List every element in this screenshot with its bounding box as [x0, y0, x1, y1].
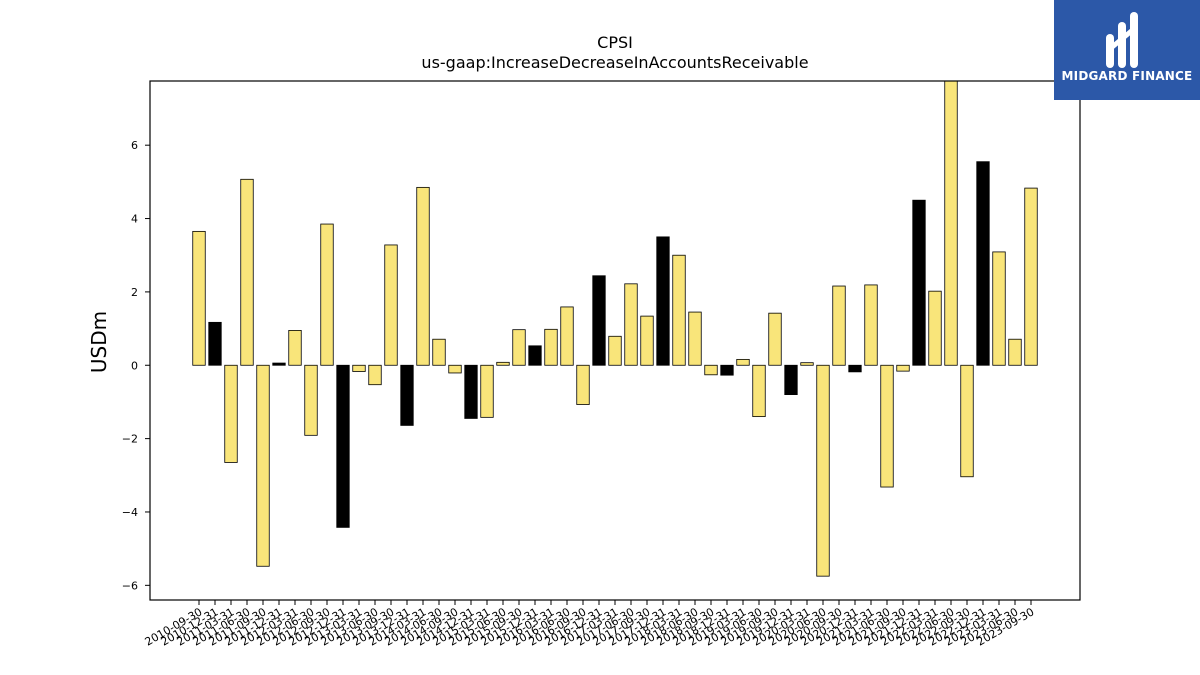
bars-group: [192, 80, 1038, 577]
bar-2017-12-31: [656, 236, 670, 366]
bar-2014-09-30: [448, 364, 462, 374]
bar-2020-06-30: [816, 364, 830, 577]
bar-2022-12-31: [976, 161, 990, 366]
bar-2019-12-31: [784, 364, 798, 396]
bar-2021-06-30: [880, 364, 894, 488]
bar-2010-12-31: [208, 321, 222, 366]
bar-2016-12-31: [592, 275, 606, 366]
chart-subtitle: us-gaap:IncreaseDecreaseInAccountsReceiv…: [421, 53, 808, 72]
bar-2015-06-30: [496, 361, 510, 366]
bar-2012-12-31: [336, 364, 350, 528]
bar-2019-09-30: [768, 312, 782, 366]
bar-2018-03-31: [672, 254, 686, 366]
bar-2012-06-30: [304, 364, 318, 436]
y-tick-label: −6: [122, 579, 138, 592]
plot-frame: [149, 80, 1081, 601]
bar-2017-06-30: [624, 283, 638, 366]
bar-2022-06-30: [944, 80, 958, 366]
bar-2014-06-30: [432, 338, 446, 366]
bar-2021-12-31: [912, 199, 926, 366]
bar-2019-03-31: [736, 358, 750, 366]
bar-2020-12-31: [848, 364, 862, 373]
bar-2017-09-30: [640, 315, 654, 366]
bar-2011-03-31: [224, 364, 238, 463]
bar-2018-09-30: [704, 364, 718, 376]
y-tick-label: 2: [131, 286, 138, 299]
bar-2011-06-30: [240, 178, 254, 366]
bar-2017-03-31: [608, 335, 622, 366]
bar-2023-06-30: [1008, 338, 1022, 366]
bar-2023-03-31: [992, 251, 1006, 366]
y-tick-label: 0: [131, 359, 138, 372]
bar-2013-09-30: [384, 244, 398, 366]
bar-2014-03-31: [416, 186, 430, 366]
bar-2010-09-30: [192, 230, 206, 366]
bar-2012-09-30: [320, 223, 334, 366]
bar-2013-03-31: [352, 364, 366, 372]
bar-2015-12-31: [528, 345, 542, 366]
bar-2015-09-30: [512, 329, 526, 366]
bar-2016-06-30: [560, 306, 574, 366]
bar-2023-09-30: [1024, 187, 1038, 366]
y-axis-label: USDm: [87, 311, 111, 373]
bar-2016-09-30: [576, 364, 590, 405]
bar-2015-03-31: [480, 364, 494, 418]
brand-logo: MIDGARD FINANCE: [1054, 0, 1200, 100]
bar-2013-06-30: [368, 364, 382, 386]
bar-2013-12-31: [400, 364, 414, 426]
y-tick-label: −4: [122, 506, 138, 519]
bar-2018-06-30: [688, 311, 702, 366]
y-ticks-group: −6 −4 −2 0 2 4 6: [122, 139, 150, 592]
bar-2018-12-31: [720, 364, 734, 376]
x-ticks-group: 2010-09-302010-12-312011-03-312011-06-30…: [143, 600, 1037, 649]
y-tick-label: 4: [131, 213, 138, 226]
bar-2011-12-31: [272, 362, 286, 366]
bar-2022-03-31: [928, 290, 942, 366]
bar-2012-03-31: [288, 330, 302, 366]
logo-text: MIDGARD FINANCE: [1061, 69, 1193, 83]
bar-2021-03-31: [864, 284, 878, 366]
bar-2020-03-31: [800, 362, 814, 366]
y-tick-label: −2: [122, 433, 138, 446]
bar-2022-09-30: [960, 364, 974, 478]
bar-2021-09-30: [896, 364, 910, 372]
bar-2014-12-31: [464, 364, 478, 419]
bar-2020-09-30: [832, 285, 846, 366]
y-tick-label: 6: [131, 139, 138, 152]
bar-2011-09-30: [256, 364, 270, 567]
chart-title: CPSI: [597, 33, 633, 52]
bar-2019-06-30: [752, 364, 766, 418]
logo-mark-icon: [1106, 12, 1138, 68]
bar-2016-03-31: [544, 328, 558, 366]
